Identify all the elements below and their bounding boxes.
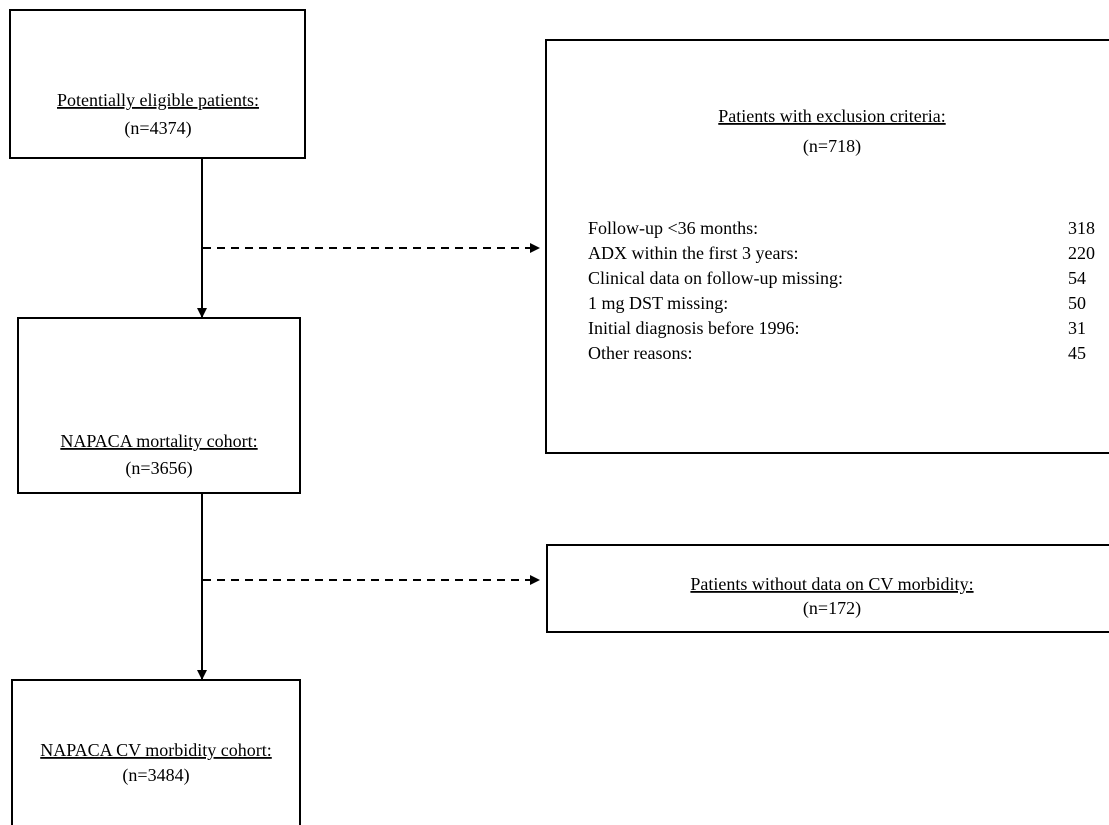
exclusion-label: Patients without data on CV morbidity:: [690, 574, 973, 594]
node-label: NAPACA CV morbidity cohort:: [40, 740, 272, 760]
node-label: NAPACA mortality cohort:: [60, 431, 257, 451]
reason-label: 1 mg DST missing:: [588, 293, 728, 313]
reason-count: 318: [1068, 218, 1095, 238]
reason-count: 54: [1068, 268, 1086, 288]
reason-list: Follow-up <36 months: 318 ADX within the f…: [588, 218, 1095, 363]
reason-count: 50: [1068, 293, 1086, 313]
node-box: [9, 9, 306, 159]
exclusion-label: Patients with exclusion criteria:: [718, 106, 945, 126]
reason-label: Follow-up <36 months:: [588, 218, 758, 238]
node-box: [17, 317, 301, 494]
reason-label: Initial diagnosis before 1996:: [588, 318, 799, 338]
exclusion-box: [546, 544, 1109, 633]
exclusion-box: [545, 39, 1109, 454]
reason-label: Other reasons:: [588, 343, 692, 363]
node-count: (n=4374): [124, 118, 191, 139]
exclusion-count: (n=718): [803, 136, 861, 157]
node-box: [11, 679, 301, 825]
reason-label: Clinical data on follow-up missing:: [588, 268, 843, 288]
node-count: (n=3484): [122, 765, 189, 786]
node-count: (n=3656): [125, 458, 192, 479]
reason-count: 45: [1068, 343, 1086, 363]
reason-count: 220: [1068, 243, 1095, 263]
node-label: Potentially eligible patients:: [57, 90, 259, 110]
reason-count: 31: [1068, 318, 1086, 338]
exclusion-count: (n=172): [803, 598, 861, 619]
reason-label: ADX within the first 3 years:: [588, 243, 798, 263]
